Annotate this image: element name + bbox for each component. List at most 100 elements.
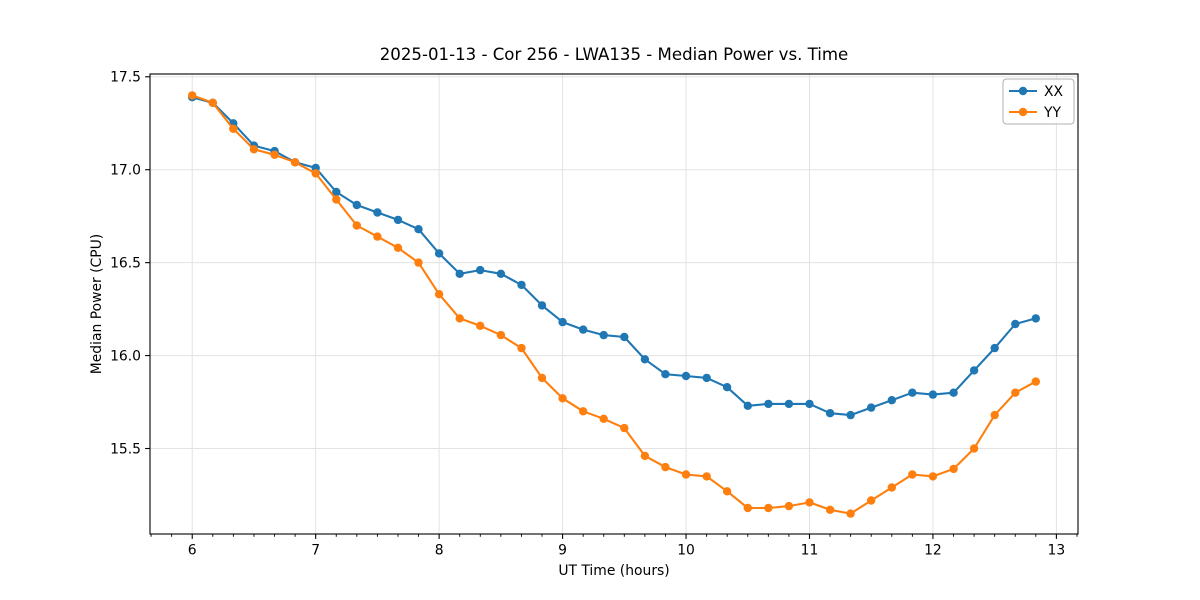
x-tick-label: 7 [311, 543, 320, 559]
series-marker-YY [249, 145, 259, 154]
series-marker-YY [661, 462, 670, 472]
series-marker-XX [990, 343, 999, 353]
legend-marker-YY [1018, 107, 1028, 117]
series-marker-XX [949, 388, 958, 397]
series-marker-XX [764, 399, 773, 409]
series-marker-YY [764, 503, 773, 513]
series-marker-XX [743, 401, 752, 410]
series-marker-XX [722, 383, 732, 392]
series-marker-XX [579, 325, 588, 334]
data-series [188, 91, 1041, 518]
series-marker-XX [599, 330, 608, 340]
x-tick-label: 11 [801, 543, 819, 559]
axes: 6 7 8 9 10 11 12 13 15.5 16.0 16.5 17.0 17.5 [110, 70, 1079, 559]
series-marker-YY [270, 150, 279, 159]
series-line-XX [191, 96, 1037, 417]
series-marker-XX [393, 215, 403, 225]
series-marker-XX [620, 332, 629, 342]
series-marker-YY [414, 258, 423, 267]
series-marker-YY [640, 451, 650, 461]
series-marker-XX [434, 249, 444, 258]
series-marker-XX [352, 200, 361, 210]
series-marker-YY [681, 470, 691, 479]
series-marker-XX [846, 410, 855, 420]
series-marker-YY [722, 487, 732, 496]
series-marker-XX [969, 366, 979, 375]
series-marker-XX [517, 280, 526, 290]
chart-title: 2025-01-13 - Cor 256 - LWA135 - Median P… [379, 45, 849, 64]
series-marker-YY [496, 330, 506, 340]
legend-box [1002, 78, 1075, 125]
series-marker-YY [434, 290, 444, 299]
series-marker-YY [784, 501, 794, 511]
legend-label-XX: XX [1044, 84, 1064, 100]
series-marker-YY [476, 321, 485, 330]
series-marker-XX [455, 269, 464, 278]
series-marker-YY [928, 472, 938, 481]
series-marker-YY [990, 410, 999, 420]
series-marker-YY [455, 314, 464, 323]
series-marker-YY [558, 394, 567, 403]
series-marker-XX [784, 399, 794, 409]
y-tick-label: 15.5 [110, 441, 141, 457]
series-marker-XX [908, 388, 917, 397]
series-marker-XX [928, 390, 938, 399]
x-axis-label: UT Time (hours) [558, 563, 670, 579]
series-marker-YY [352, 221, 361, 230]
series-marker-YY [969, 444, 979, 453]
series-marker-YY [949, 464, 958, 474]
y-tick-label: 16.0 [110, 348, 141, 364]
series-marker-YY [393, 243, 403, 252]
series-marker-XX [1011, 319, 1020, 329]
series-marker-YY [805, 498, 814, 507]
series-marker-XX [476, 265, 485, 275]
series-marker-YY [229, 124, 238, 133]
series-marker-XX [681, 371, 691, 381]
y-tick-label: 17.5 [110, 70, 141, 86]
series-marker-YY [1031, 377, 1041, 386]
legend: XX YY [1002, 78, 1075, 125]
series-marker-XX [805, 399, 814, 409]
series-marker-YY [208, 98, 217, 108]
series-marker-XX [887, 396, 896, 405]
series-marker-YY [1011, 388, 1020, 397]
series-marker-YY [290, 158, 300, 167]
series-marker-YY [517, 343, 526, 353]
series-marker-YY [908, 470, 917, 479]
series-marker-YY [867, 496, 876, 505]
plot-border [149, 73, 1079, 535]
x-tick-label: 13 [1048, 543, 1066, 559]
series-marker-YY [311, 169, 320, 178]
legend-marker-XX [1018, 86, 1028, 96]
series-marker-XX [661, 370, 670, 379]
series-line-YY [191, 94, 1037, 515]
x-tick-label: 9 [558, 543, 567, 559]
series-marker-YY [599, 414, 608, 423]
series-marker-XX [867, 403, 876, 412]
series-marker-XX [414, 225, 423, 234]
series-marker-YY [702, 472, 711, 481]
y-axis-label: Median Power (CPU) [89, 233, 105, 375]
series-marker-YY [825, 505, 835, 514]
series-marker-YY [743, 503, 752, 513]
x-tick-label: 8 [435, 543, 444, 559]
series-marker-XX [825, 409, 835, 418]
series-marker-YY [620, 423, 629, 433]
series-marker-XX [373, 208, 382, 217]
series-marker-XX [1031, 314, 1041, 323]
series-marker-YY [846, 509, 855, 518]
series-marker-YY [188, 91, 197, 100]
series-marker-YY [537, 373, 547, 383]
x-tick-label: 12 [924, 543, 942, 559]
series-marker-YY [332, 195, 341, 204]
series-marker-XX [702, 373, 711, 383]
series-marker-XX [496, 269, 506, 278]
y-tick-label: 16.5 [110, 255, 141, 271]
series-marker-YY [373, 232, 382, 241]
series-marker-XX [537, 301, 547, 310]
x-tick-label: 10 [677, 543, 695, 559]
y-tick-label: 17.0 [110, 163, 141, 179]
gridlines [150, 74, 1078, 534]
